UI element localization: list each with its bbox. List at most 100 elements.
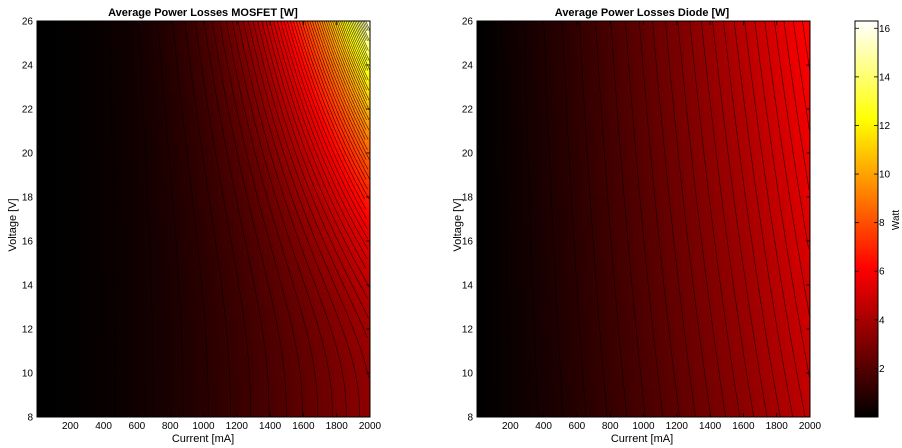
diode-heat-cell bbox=[507, 183, 513, 190]
mosfet-heat-cell bbox=[158, 411, 164, 418]
mosfet-heat-cell bbox=[127, 87, 134, 94]
mosfet-heat-cell bbox=[264, 225, 270, 232]
mosfet-heat-cell bbox=[213, 39, 220, 46]
mosfet-heat-cell bbox=[334, 123, 341, 130]
mosfet-heat-cell bbox=[92, 153, 99, 160]
mosfet-heat-cell bbox=[279, 21, 285, 28]
mosfet-heat-cell bbox=[67, 183, 73, 190]
mosfet-heat-cell bbox=[132, 81, 139, 88]
mosfet-heat-cell bbox=[37, 183, 43, 190]
mosfet-heat-cell bbox=[158, 255, 164, 262]
diode-heat-cell bbox=[482, 219, 488, 226]
mosfet-heat-cell bbox=[57, 165, 63, 172]
mosfet-heat-cell bbox=[359, 357, 366, 364]
mosfet-heat-cell bbox=[269, 87, 275, 94]
mosfet-heat-cell bbox=[213, 33, 220, 40]
mosfet-heat-cell bbox=[334, 63, 341, 70]
mosfet-heat-cell bbox=[364, 267, 371, 274]
mosfet-heat-cell bbox=[82, 255, 89, 262]
mosfet-heat-cell bbox=[264, 357, 270, 364]
mosfet-heat-cell bbox=[37, 51, 43, 58]
mosfet-heat-cell bbox=[102, 285, 109, 292]
mosfet-heat-cell bbox=[47, 111, 53, 118]
mosfet-heat-cell bbox=[344, 201, 351, 208]
mosfet-heat-cell bbox=[324, 375, 331, 382]
mosfet-heat-cell bbox=[259, 369, 265, 376]
mosfet-heat-cell bbox=[148, 225, 154, 232]
mosfet-heat-cell bbox=[173, 363, 179, 370]
mosfet-heat-cell bbox=[42, 141, 48, 148]
mosfet-heat-cell bbox=[238, 27, 245, 34]
diode-heat-cell bbox=[487, 57, 493, 64]
mosfet-heat-cell bbox=[37, 237, 43, 244]
mosfet-heat-cell bbox=[52, 63, 58, 70]
mosfet-heat-cell bbox=[238, 393, 245, 400]
mosfet-heat-cell bbox=[52, 255, 58, 262]
diode-heat-cell bbox=[512, 279, 518, 286]
mosfet-heat-cell bbox=[117, 45, 124, 52]
diode-heat-cell bbox=[497, 201, 503, 208]
mosfet-heat-cell bbox=[309, 261, 316, 268]
mosfet-heat-cell bbox=[208, 363, 215, 370]
mosfet-heat-cell bbox=[77, 219, 84, 226]
diode-heat-cell bbox=[497, 33, 503, 40]
mosfet-heat-cell bbox=[52, 339, 58, 346]
mosfet-heat-cell bbox=[163, 225, 169, 232]
mosfet-heat-cell bbox=[208, 213, 215, 220]
mosfet-heat-cell bbox=[218, 105, 225, 112]
diode-heat-cell bbox=[502, 111, 508, 118]
mosfet-heat-cell bbox=[344, 33, 351, 40]
diode-heat-cell bbox=[507, 297, 513, 304]
diode-heat-cell bbox=[502, 99, 508, 106]
mosfet-contour-line bbox=[347, 20, 369, 71]
mosfet-heat-cell bbox=[173, 165, 179, 172]
mosfet-heat-cell bbox=[117, 405, 124, 412]
mosfet-heat-cell bbox=[218, 33, 225, 40]
mosfet-heat-cell bbox=[67, 165, 73, 172]
mosfet-heat-cell bbox=[42, 93, 48, 100]
mosfet-heat-cell bbox=[243, 387, 250, 394]
mosfet-heat-cell bbox=[339, 141, 346, 148]
mosfet-heat-cell bbox=[279, 315, 285, 322]
mosfet-heat-cell bbox=[274, 225, 280, 232]
mosfet-heat-cell bbox=[142, 369, 149, 376]
mosfet-heat-cell bbox=[97, 135, 104, 142]
mosfet-heat-cell bbox=[339, 147, 346, 154]
mosfet-heat-cell bbox=[299, 255, 306, 262]
mosfet-heat-cell bbox=[198, 279, 205, 286]
mosfet-heat-cell bbox=[142, 405, 149, 412]
mosfet-heat-cell bbox=[304, 327, 311, 334]
mosfet-heat-cell bbox=[299, 195, 306, 202]
mosfet-heat-cell bbox=[42, 411, 48, 418]
mosfet-heat-cell bbox=[309, 81, 316, 88]
mosfet-heat-cell bbox=[57, 147, 63, 154]
mosfet-heat-cell bbox=[163, 357, 169, 364]
mosfet-heat-cell bbox=[77, 231, 84, 238]
mosfet-heat-cell bbox=[329, 369, 336, 376]
mosfet-heat-cell bbox=[344, 21, 351, 28]
mosfet-heat-cell bbox=[274, 267, 280, 274]
diode-heat-cell bbox=[487, 291, 493, 298]
mosfet-heat-cell bbox=[238, 213, 245, 220]
mosfet-heat-cell bbox=[77, 153, 84, 160]
mosfet-heat-cell bbox=[364, 105, 371, 112]
mosfet-heat-cell bbox=[319, 39, 326, 46]
mosfet-heat-cell bbox=[198, 255, 205, 262]
diode-heat-cell bbox=[502, 291, 508, 298]
mosfet-heat-cell bbox=[188, 129, 195, 136]
mosfet-heat-cell bbox=[269, 135, 275, 142]
mosfet-heat-cell bbox=[173, 285, 179, 292]
mosfet-heat-cell bbox=[304, 219, 311, 226]
mosfet-heat-cell bbox=[97, 45, 104, 52]
mosfet-heat-cell bbox=[319, 129, 326, 136]
mosfet-heat-cell bbox=[77, 129, 84, 136]
mosfet-heat-cell bbox=[243, 279, 250, 286]
mosfet-heat-cell bbox=[259, 147, 265, 154]
mosfet-heat-cell bbox=[62, 381, 68, 388]
mosfet-heat-cell bbox=[87, 291, 94, 298]
mosfet-heat-cell bbox=[233, 45, 240, 52]
diode-heat-cell bbox=[477, 189, 483, 196]
mosfet-heat-cell bbox=[329, 387, 336, 394]
mosfet-heat-cell bbox=[122, 327, 129, 334]
mosfet-heat-cell bbox=[193, 285, 200, 292]
